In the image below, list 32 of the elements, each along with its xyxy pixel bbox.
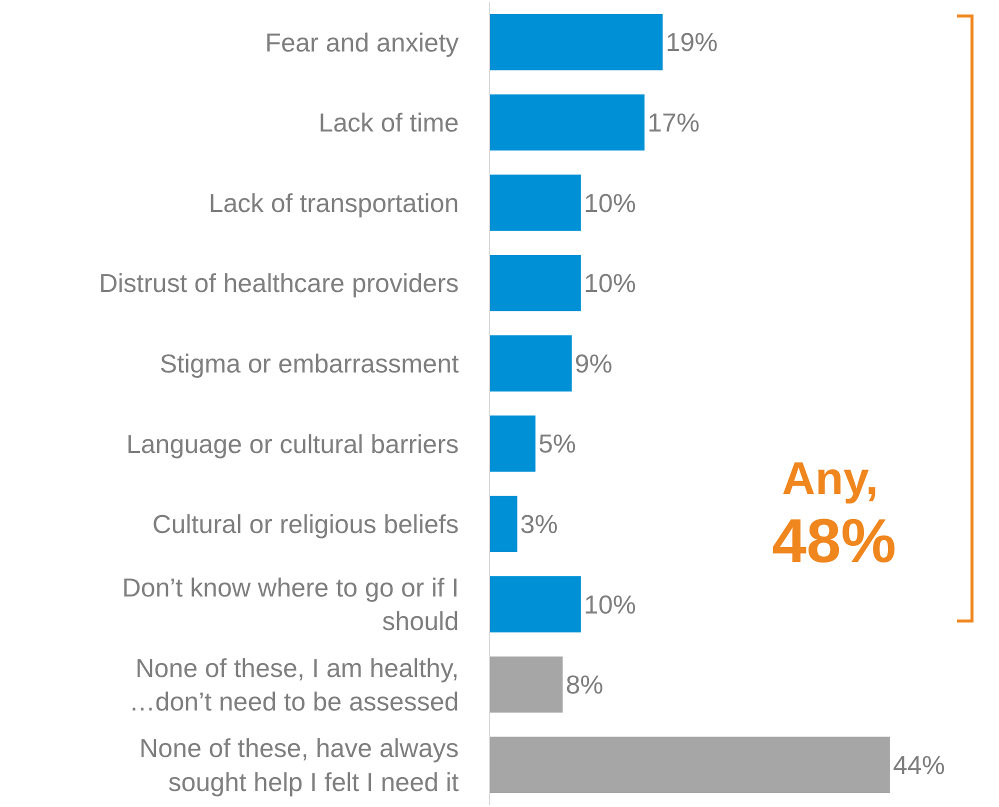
bar [490,335,572,392]
bar [490,416,536,472]
annotation: 48% [772,507,896,576]
y-tick-label: Lack of time [318,108,459,138]
bar [490,576,581,632]
bar [490,14,663,70]
y-tick-label: Language or cultural barriers [126,428,459,459]
y-tick-label: None of these, have always sought help I felt I need it [139,733,460,797]
bar [490,656,563,713]
data-label: 8% [566,670,604,700]
bar [490,94,645,151]
data-label: 5% [538,428,576,459]
data-label: 9% [574,348,612,378]
data-label: 17% [648,107,700,138]
y-tick-label: Distrust of healthcare providers [98,268,459,298]
bar [490,736,890,793]
y-tick-label: None of these, I am healthy, …don’t need to be assessed [129,652,459,717]
data-label: 3% [520,508,558,539]
bar [490,174,581,231]
y-tick-label: Lack of transportation [208,188,459,218]
y-tick-label: Cultural or religious beliefs [152,509,459,540]
y-tick-label: Stigma or embarrassment [160,348,460,378]
data-label: 19% [666,27,718,58]
bar [490,496,518,552]
data-label: 10% [584,188,636,218]
data-label: 44% [892,750,945,780]
bar [490,254,581,312]
data-label: 10% [584,268,636,298]
annotation: Any, [782,452,878,504]
y-tick-label: Don’t know where to go or if I should [122,572,459,636]
y-tick-label: Fear and anxiety [265,27,459,58]
data-label: 10% [584,589,636,620]
